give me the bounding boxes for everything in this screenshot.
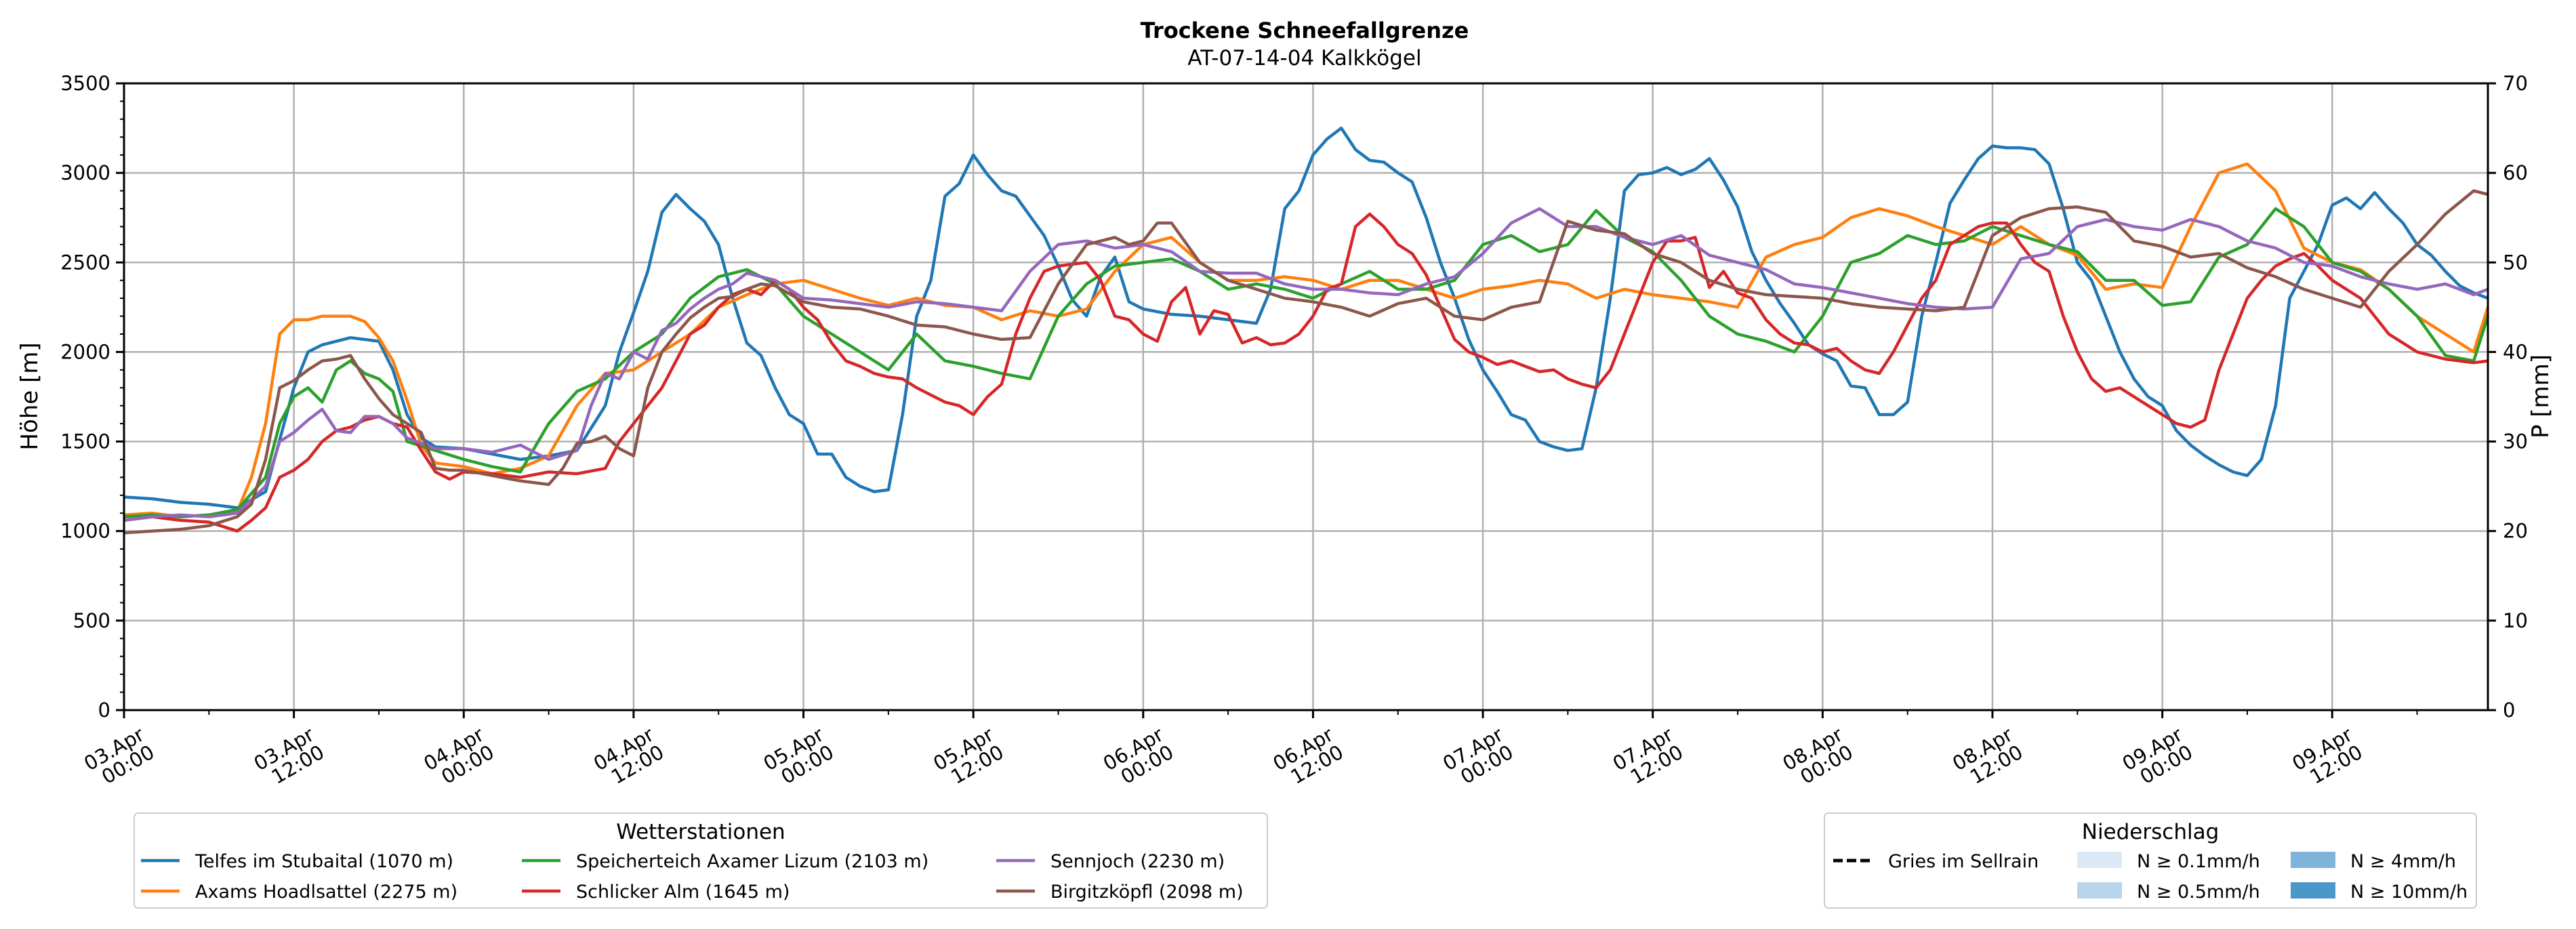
y-tick-label: 1500 [60, 430, 110, 453]
y-right-tick-label: 30 [2503, 430, 2528, 453]
legend-label: Birgitzköpfl (2098 m) [1050, 882, 1244, 903]
y-axis-label: Höhe [m] [16, 342, 43, 450]
legend-precip-title: Niederschlag [2082, 820, 2220, 844]
legend-precip: Niederschlag Gries im Sellrain N ≥ 0.1mm… [1824, 812, 2477, 909]
y-tick-label: 500 [73, 609, 110, 632]
y-right-tick-label: 50 [2503, 251, 2528, 274]
y-right-tick-label: 70 [2503, 72, 2528, 95]
y-tick-label: 3000 [60, 161, 110, 184]
y-right-tick-label: 10 [2503, 609, 2528, 632]
series-line [123, 207, 2489, 522]
y-tick-label: 0 [98, 699, 110, 722]
legend-label: Sennjoch (2230 m) [1050, 851, 1225, 872]
y-tick-label: 2000 [60, 340, 110, 363]
legend-precip-swatch-0 [2077, 852, 2122, 868]
legend-stations-box [134, 812, 1268, 909]
legend-precip-swatch-3 [2291, 882, 2335, 899]
y-axis-right-label: P [mm] [2527, 354, 2554, 438]
legend-precip-swatch-2 [2291, 852, 2335, 868]
chart-subtitle: AT-07-14-04 Kalkkögel [1187, 46, 1421, 70]
series-lines [123, 126, 2490, 535]
legend-precip-line-label: Gries im Sellrain [1888, 851, 2039, 872]
y-right-tick-label: 20 [2503, 520, 2528, 543]
legend-stations: Wetterstationen Telfes im Stubaital (107… [134, 812, 1268, 909]
y-tick-label: 2500 [60, 251, 110, 274]
legend-stations-entries: Telfes im Stubaital (1070 m) Axams Hoadls… [141, 851, 1244, 903]
y-right-tick-label: 40 [2503, 340, 2528, 363]
legend-precip-label-0: N ≥ 0.1mm/h [2137, 851, 2260, 872]
chart-title: Trockene Schneefallgrenze [1141, 18, 1469, 43]
legend-precip-label-2: N ≥ 4mm/h [2350, 851, 2456, 872]
legend-stations-title: Wetterstationen [616, 820, 785, 844]
legend-precip-label-1: N ≥ 0.5mm/h [2137, 882, 2260, 903]
legend-label: Axams Hoadlsattel (2275 m) [195, 882, 457, 903]
series-line [123, 212, 2489, 533]
series-line [123, 126, 2489, 510]
y-right-tick-label: 60 [2503, 161, 2528, 184]
legend-label: Schlicker Alm (1645 m) [576, 882, 790, 903]
y-tick-label: 3500 [60, 72, 110, 95]
series-line [123, 207, 2490, 518]
y-tick-label: 1000 [60, 520, 110, 543]
legend-label: Speicherteich Axamer Lizum (2103 m) [576, 851, 928, 872]
y-right-tick-label: 0 [2503, 699, 2515, 722]
plot-frame [123, 82, 2489, 711]
legend-precip-label-3: N ≥ 10mm/h [2350, 882, 2468, 903]
legend-label: Telfes im Stubaital (1070 m) [195, 851, 453, 872]
legend-precip-swatch-1 [2077, 882, 2122, 899]
series-line [123, 189, 2489, 535]
